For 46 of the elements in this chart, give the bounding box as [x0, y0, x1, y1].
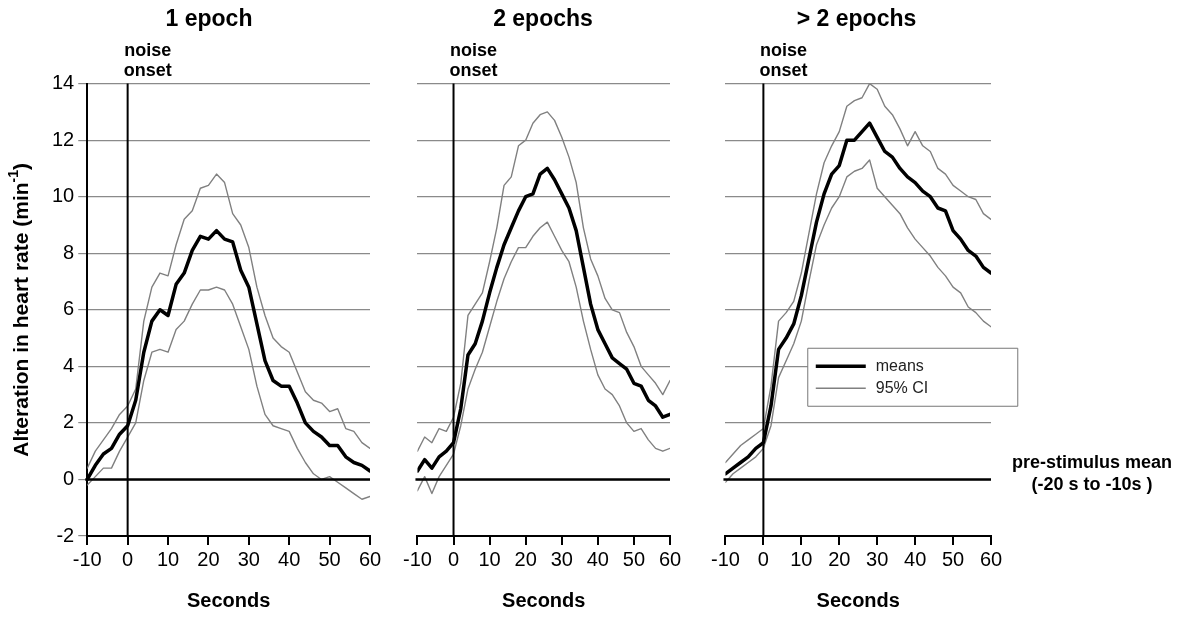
y-tick-label: 6 — [63, 297, 75, 320]
y-axis-title: Alteration in heart rate (min-1) — [4, 162, 32, 457]
y-tick-label: 4 — [63, 353, 75, 376]
x-tick-label: 20 — [514, 547, 537, 570]
x-tick-label: 0 — [122, 547, 134, 570]
x-tick-label: 30 — [866, 547, 889, 570]
chart-title: 1 epoch — [165, 5, 253, 32]
x-tick-label: 50 — [941, 547, 965, 570]
x-tick-label: 10 — [156, 547, 180, 570]
y-tick-label: -2 — [56, 523, 75, 546]
x-tick-label: 50 — [622, 547, 646, 570]
x-tick-label: 30 — [550, 547, 573, 570]
ref-line-label: noise onset — [123, 39, 172, 80]
y-tick-label: 10 — [52, 184, 75, 207]
x-tick-label: 60 — [979, 547, 1003, 570]
x-tick-label: -10 — [72, 547, 102, 570]
ref-line-label: noise onset — [759, 39, 808, 80]
x-tick-label: 0 — [757, 547, 769, 570]
legend-label: means — [875, 356, 924, 374]
x-tick-label: 40 — [278, 547, 301, 570]
x-tick-label: 10 — [478, 547, 501, 570]
chart-title: > 2 epochs — [796, 5, 917, 32]
x-axis-title: Seconds — [502, 588, 586, 611]
x-axis-title: Seconds — [816, 588, 900, 611]
x-tick-label: -10 — [711, 547, 740, 570]
ref-line-label: noise onset — [449, 39, 498, 80]
x-tick-label: 60 — [658, 547, 682, 570]
y-tick-label: 14 — [52, 71, 75, 94]
y-tick-label: 8 — [63, 240, 75, 263]
x-tick-label: 20 — [828, 547, 851, 570]
x-tick-label: 30 — [237, 547, 260, 570]
legend-label: 95% CI — [875, 378, 929, 396]
y-tick-label: 0 — [63, 466, 75, 489]
x-tick-label: 40 — [586, 547, 609, 570]
ref-line-label: pre-stimulus mean (-20 s to -10s ) — [1011, 452, 1173, 495]
x-tick-label: 60 — [358, 547, 382, 570]
y-tick-label: 2 — [63, 410, 75, 433]
x-axis-title: Seconds — [186, 588, 271, 611]
x-tick-label: 40 — [904, 547, 927, 570]
y-tick-label: 12 — [52, 127, 75, 150]
x-tick-label: -10 — [403, 547, 432, 570]
x-tick-label: 0 — [447, 547, 460, 570]
x-tick-label: 20 — [197, 547, 220, 570]
chart-title: 2 epochs — [493, 5, 593, 32]
x-tick-label: 10 — [790, 547, 813, 570]
x-tick-label: 50 — [318, 547, 341, 570]
